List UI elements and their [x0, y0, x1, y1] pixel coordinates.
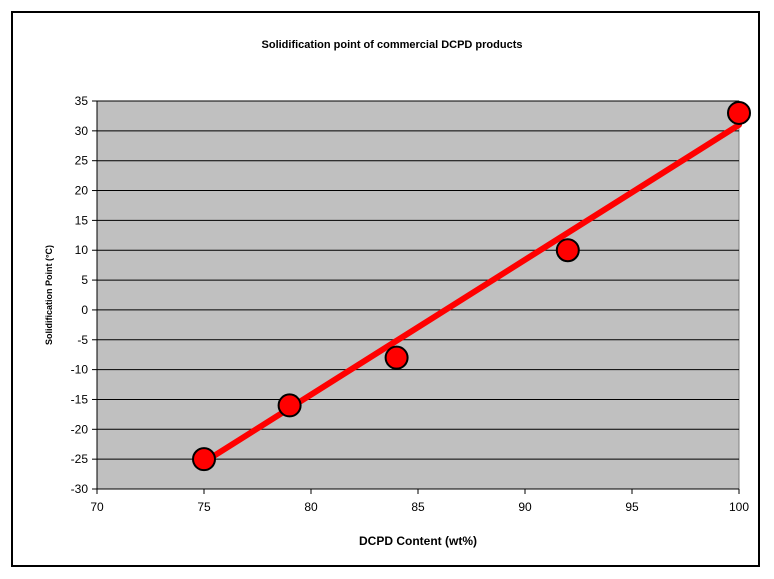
x-tick-label: 85 — [411, 500, 425, 514]
x-tick-labels: 70 75 80 85 90 95 100 — [90, 489, 749, 514]
x-tick-label: 80 — [304, 500, 318, 514]
y-tick-label: 25 — [75, 154, 89, 168]
x-tick-label: 70 — [90, 500, 104, 514]
x-tick-label: 75 — [197, 500, 211, 514]
x-tick-label: 100 — [729, 500, 749, 514]
data-point — [555, 238, 580, 263]
y-tick-label: 20 — [75, 184, 89, 198]
x-axis-label: DCPD Content (wt%) — [359, 534, 477, 548]
y-tick-label: 35 — [75, 94, 89, 108]
y-tick-label: -20 — [71, 422, 89, 436]
y-tick-label: 5 — [81, 273, 88, 287]
y-tick-labels: -30 -25 -20 -15 -10 -5 0 5 10 15 20 25 30 35 — [71, 94, 89, 496]
y-axis-label: Solidification Point (°C) — [44, 245, 54, 345]
y-tick-label: -30 — [71, 482, 89, 496]
data-points — [192, 100, 751, 472]
y-tick-label: 0 — [81, 303, 88, 317]
y-tick-label: 10 — [75, 243, 89, 257]
x-tick-label: 90 — [518, 500, 532, 514]
plot-area — [96, 100, 740, 490]
y-tick-label: 30 — [75, 124, 89, 138]
x-tick-label: 95 — [625, 500, 639, 514]
y-tick-label: -15 — [71, 392, 89, 406]
y-tick-label: -25 — [71, 452, 89, 466]
y-tick-label: -5 — [77, 333, 88, 347]
data-point — [192, 447, 216, 472]
data-point — [277, 393, 302, 418]
y-tick-label: 15 — [75, 213, 89, 227]
chart-title: Solidification point of commercial DCPD … — [262, 39, 523, 51]
y-tick-label: -10 — [71, 363, 89, 377]
data-point — [727, 100, 751, 125]
data-point — [384, 345, 409, 370]
